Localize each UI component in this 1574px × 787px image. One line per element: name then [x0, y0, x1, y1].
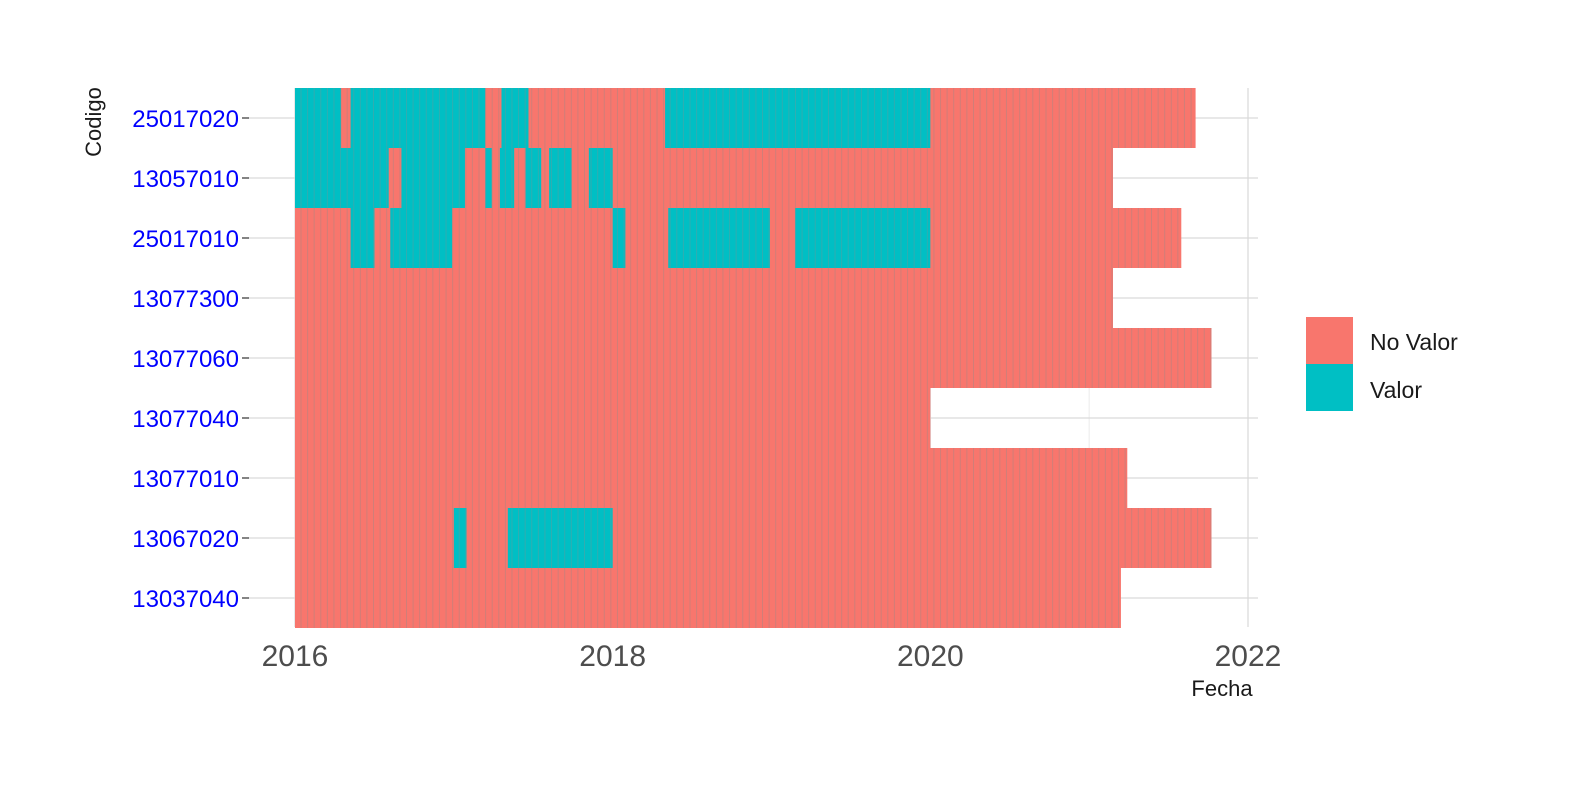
row-13077060	[295, 328, 1212, 388]
legend-label-valor: Valor	[1370, 377, 1422, 403]
tile-separators	[300, 508, 1212, 568]
y-tick-labels: 25017020 13057010 25017010 13077300 13077060…	[132, 106, 249, 613]
y-tick-label: 13067020	[132, 526, 239, 553]
row-13037040	[295, 568, 1121, 628]
tile-separators	[300, 388, 928, 448]
row-13077010	[295, 448, 1128, 508]
legend: No Valor Valor	[1306, 317, 1458, 411]
row-13077300	[295, 268, 1113, 328]
x-tick-label: 2016	[262, 640, 329, 673]
cell-valor	[485, 148, 492, 208]
tile-separators	[300, 88, 1192, 148]
cell-no-valor	[295, 388, 931, 448]
tile-separators	[300, 208, 1179, 268]
y-tick-label: 25017010	[132, 226, 239, 253]
y-tick-label: 25017020	[132, 106, 239, 133]
y-tick-label: 13057010	[132, 166, 239, 193]
cell-valor	[507, 508, 613, 568]
cell-valor	[549, 148, 572, 208]
tile-separators	[300, 148, 1113, 208]
x-tick-label: 2020	[897, 640, 964, 673]
cell-valor	[390, 208, 453, 268]
cell-no-valor	[295, 448, 1128, 508]
cell-no-valor	[295, 568, 1121, 628]
x-axis-title: Fecha	[1191, 676, 1253, 701]
y-tick-label: 13077010	[132, 466, 239, 493]
bars-layer	[295, 88, 1212, 628]
y-tick-label: 13077040	[132, 406, 239, 433]
cell-valor	[295, 88, 342, 148]
row-13077040	[295, 388, 931, 448]
cell-valor	[499, 148, 515, 208]
y-tick-label: 13077060	[132, 346, 239, 373]
cell-no-valor	[295, 268, 1113, 328]
x-tick-label: 2022	[1215, 640, 1282, 673]
cell-valor	[665, 88, 931, 148]
cell-valor	[350, 208, 375, 268]
cell-valor	[295, 148, 389, 208]
cell-valor	[501, 88, 529, 148]
legend-key-no-valor	[1306, 317, 1353, 364]
row-25017010	[295, 208, 1182, 268]
legend-key-valor	[1306, 364, 1353, 411]
row-13057010	[295, 148, 1113, 208]
cell-valor	[668, 208, 770, 268]
cell-valor	[525, 148, 542, 208]
tile-separators	[300, 448, 1126, 508]
legend-label-no-valor: No Valor	[1370, 329, 1458, 355]
tile-separators	[300, 568, 1120, 628]
y-tick-label: 13037040	[132, 586, 239, 613]
tile-separators	[300, 268, 1113, 328]
y-axis-title: Codigo	[81, 87, 106, 157]
row-25017020	[295, 88, 1196, 148]
y-tick-label: 13077300	[132, 286, 239, 313]
cell-valor	[588, 148, 613, 208]
cell-valor	[453, 508, 467, 568]
cell-valor	[612, 208, 626, 268]
tile-separators	[300, 328, 1212, 388]
x-tick-labels: 2016 2018 2020 2022	[262, 640, 1282, 673]
x-tick-label: 2018	[579, 640, 646, 673]
row-13067020	[295, 508, 1212, 568]
